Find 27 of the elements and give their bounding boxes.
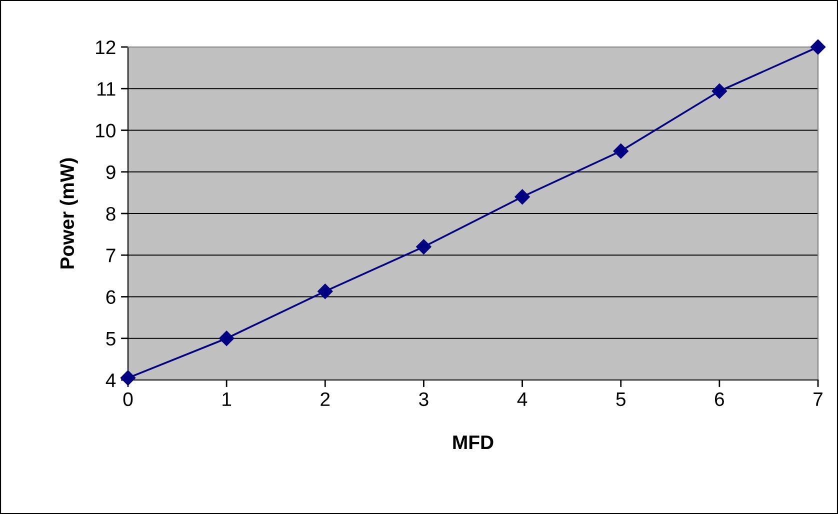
y-tick-label: 11 xyxy=(97,82,116,96)
point xyxy=(120,370,136,386)
y-tick-label: 5 xyxy=(106,332,116,346)
y-tick-label: 7 xyxy=(106,248,116,262)
point xyxy=(219,330,234,346)
point xyxy=(416,239,432,254)
y-tick-label: 9 xyxy=(106,165,116,180)
point xyxy=(318,284,333,299)
x-tick-label: 3 xyxy=(419,392,428,406)
y-tick-label: 12 xyxy=(96,40,116,54)
x-tick-label: 5 xyxy=(616,392,626,406)
point xyxy=(514,189,530,204)
y-tick-label: 10 xyxy=(96,124,116,138)
y-tick-label: 4 xyxy=(106,374,116,388)
x-tick-label: 1 xyxy=(222,392,232,406)
point xyxy=(810,39,826,55)
x-tick-label: 6 xyxy=(715,392,724,406)
y-tick-label: 8 xyxy=(106,206,116,221)
x-tick-label: 2 xyxy=(320,392,330,406)
x-tick-label: 0 xyxy=(123,392,133,406)
point xyxy=(712,84,727,99)
x-tick-label: 4 xyxy=(517,392,528,406)
point xyxy=(613,143,628,159)
y-axis-title: Power (mW) xyxy=(60,158,78,268)
x-axis-title: MFD xyxy=(453,436,494,450)
x-tick-label: 7 xyxy=(814,392,822,406)
y-tick-label: 6 xyxy=(106,290,116,304)
